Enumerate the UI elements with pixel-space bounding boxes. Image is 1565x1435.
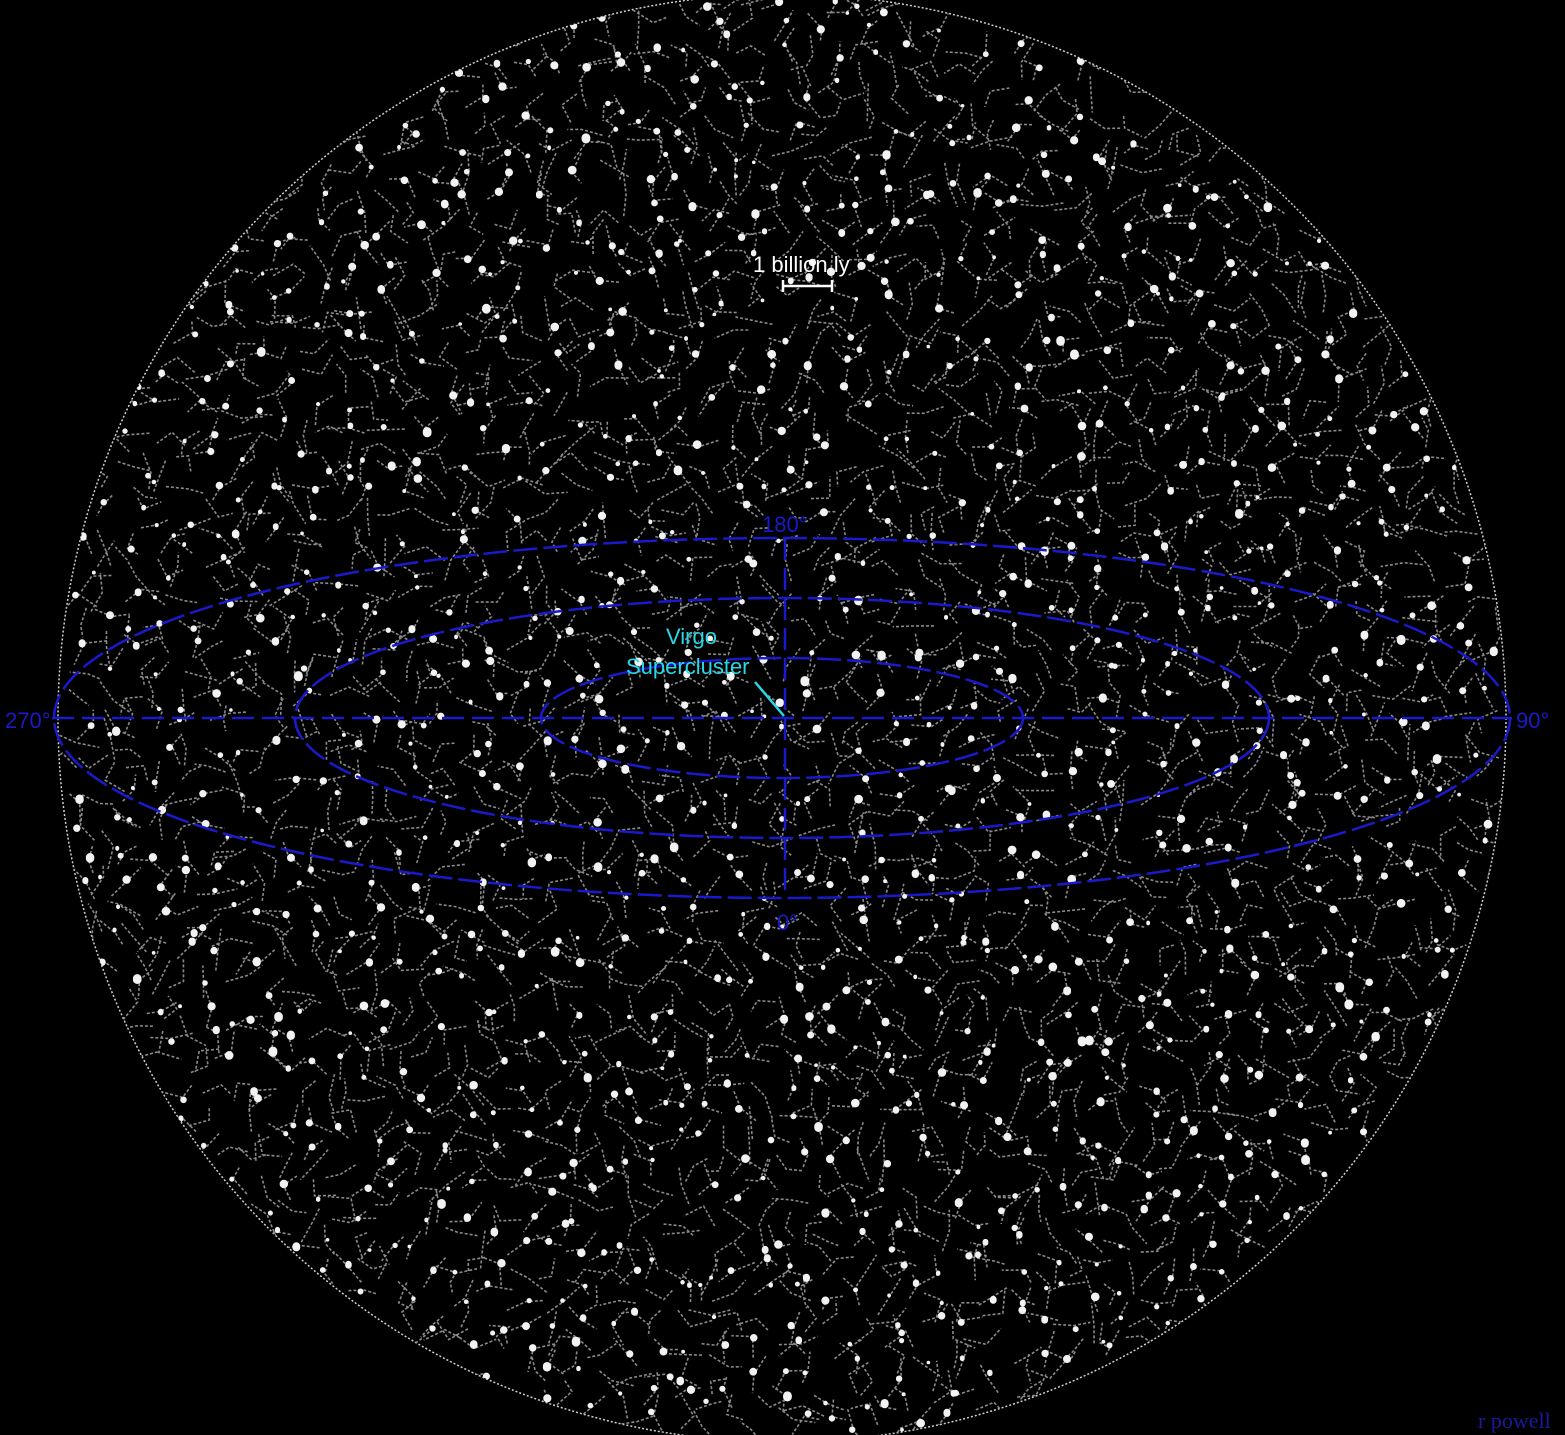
annotation-line1: Virgo	[666, 624, 717, 649]
angle-label-left: 270°	[5, 708, 51, 733]
credit-text: r powell	[1478, 1408, 1551, 1433]
filament-web	[58, 0, 1506, 1435]
virgo-annotation: Virgo Supercluster	[626, 624, 785, 717]
angle-label-bottom: 0°	[777, 910, 798, 935]
angle-label-top: 180°	[762, 512, 808, 537]
annotation-pointer	[754, 681, 785, 717]
angle-label-right: 90°	[1516, 708, 1549, 733]
galaxy-filaments	[58, 0, 1506, 1435]
scale-bar: 1 billion ly	[753, 252, 850, 292]
scale-bar-label: 1 billion ly	[753, 252, 850, 277]
annotation-line2: Supercluster	[626, 654, 750, 679]
coordinate-grid	[52, 536, 1512, 900]
